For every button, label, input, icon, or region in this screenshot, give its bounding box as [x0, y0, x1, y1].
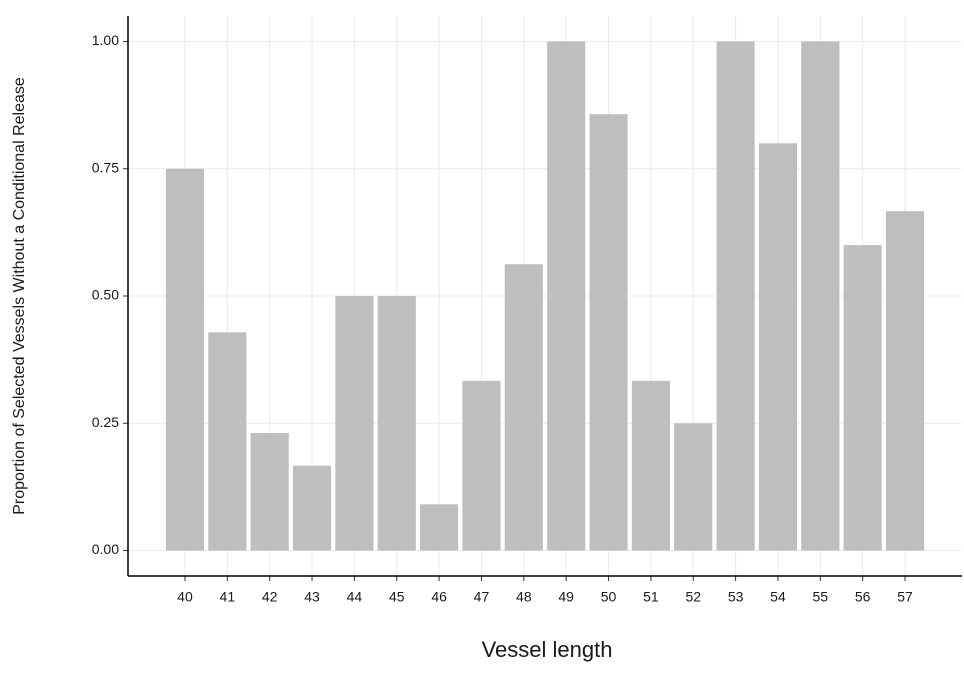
bar [250, 433, 289, 551]
x-tick-label: 52 [685, 589, 701, 605]
bar [165, 168, 205, 551]
bar [420, 504, 459, 551]
bar [758, 143, 798, 551]
x-tick-label: 43 [304, 589, 320, 605]
bar [716, 41, 755, 551]
x-tick-label: 54 [770, 589, 786, 605]
y-tick-label: 0.00 [92, 541, 119, 557]
y-axis-title: Proportion of Selected Vessels Without a… [11, 77, 28, 515]
x-tick-label: 50 [601, 589, 617, 605]
x-tick-label: 48 [516, 589, 532, 605]
x-tick-label: 55 [813, 589, 829, 605]
y-tick-label: 0.75 [92, 159, 119, 175]
bar [335, 296, 374, 551]
x-tick-label: 45 [389, 589, 405, 605]
x-tick-label: 53 [728, 589, 744, 605]
bar [631, 380, 670, 551]
bar [462, 380, 501, 551]
x-tick-label: 51 [643, 589, 659, 605]
x-tick-label: 49 [558, 589, 574, 605]
bar [547, 41, 586, 551]
x-tick-label: 47 [474, 589, 490, 605]
bar [377, 296, 416, 551]
bar [208, 332, 247, 551]
x-tick-label: 46 [431, 589, 447, 605]
y-tick-label: 1.00 [92, 32, 119, 48]
x-tick-label: 42 [262, 589, 278, 605]
x-tick-label: 41 [220, 589, 236, 605]
bar [885, 211, 925, 551]
bar [504, 264, 543, 551]
bar [843, 245, 882, 551]
y-tick-label: 0.50 [92, 287, 119, 303]
bar [589, 114, 628, 551]
y-tick-label: 0.25 [92, 414, 119, 430]
x-axis-title: Vessel length [482, 637, 613, 662]
x-tick-label: 57 [897, 589, 913, 605]
bar [674, 423, 713, 551]
x-tick-label: 44 [347, 589, 363, 605]
x-tick-label: 56 [855, 589, 871, 605]
x-tick-label: 40 [177, 589, 193, 605]
bar [292, 465, 332, 551]
bar [801, 41, 840, 551]
